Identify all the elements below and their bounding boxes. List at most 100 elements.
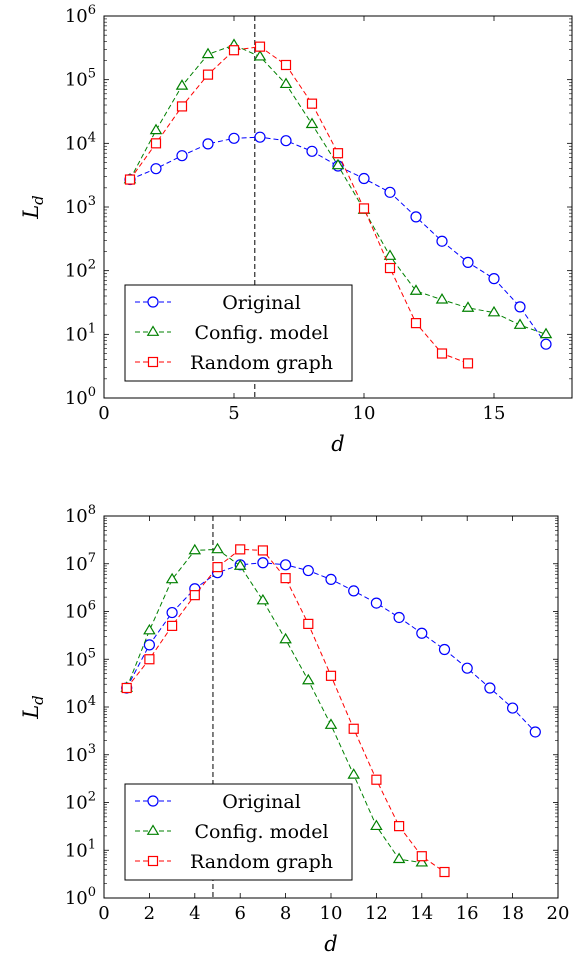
series-line: [126, 548, 445, 873]
data-point: [280, 559, 292, 571]
y-tick-label: 107: [65, 551, 96, 575]
legend-marker: [147, 855, 159, 867]
x-tick-label: 20: [547, 903, 570, 924]
data-point: [540, 338, 552, 350]
x-axis-label: d: [331, 432, 344, 456]
data-point: [150, 163, 162, 175]
data-point: [332, 148, 344, 159]
data-point: [484, 682, 496, 694]
data-point: [324, 718, 338, 729]
data-point: [394, 821, 405, 832]
series-line: [126, 562, 536, 733]
x-tick-label: 5: [228, 403, 239, 424]
data-point: [143, 639, 155, 651]
data-point: [325, 573, 337, 586]
x-tick-label: 0: [98, 903, 109, 924]
series-original: [121, 557, 541, 738]
data-point: [392, 852, 406, 864]
data-point: [228, 45, 240, 56]
data-point: [279, 77, 293, 89]
data-point: [302, 564, 314, 577]
data-point: [348, 585, 360, 597]
y-tick-label: 108: [65, 503, 96, 527]
chart-1: 0 5 10 15 100 101 102 103 104 105 106 d Ld Original Co…: [19, 3, 573, 456]
x-tick-label: 4: [189, 903, 200, 924]
data-point: [347, 768, 360, 779]
series-line: [129, 136, 547, 345]
legend: Original Config. model Random graph: [124, 284, 353, 382]
data-point: [436, 348, 448, 359]
data-point: [175, 79, 189, 90]
data-point: [410, 318, 422, 329]
data-point: [325, 670, 337, 681]
data-point: [487, 305, 501, 317]
y-axis-label: Ld: [19, 695, 47, 720]
data-point: [150, 138, 162, 149]
legend-entry: Random graph: [190, 352, 333, 374]
data-point: [188, 543, 202, 555]
data-point: [358, 203, 370, 214]
data-point: [393, 611, 405, 624]
data-point: [189, 590, 200, 601]
data-point: [280, 59, 292, 71]
x-tick-label: 8: [280, 903, 291, 924]
data-point: [461, 662, 473, 674]
data-point: [279, 632, 292, 644]
data-point: [462, 256, 474, 268]
data-point: [370, 597, 382, 609]
y-tick-label: 100: [65, 885, 96, 909]
data-point: [202, 69, 214, 80]
y-tick-label: 100: [65, 385, 96, 409]
data-point: [416, 851, 427, 862]
legend-marker: [147, 356, 159, 368]
x-tick-label: 0: [98, 403, 109, 424]
y-tick-label: 102: [65, 790, 96, 814]
data-point: [383, 249, 397, 260]
legend-marker: [146, 824, 160, 835]
data-point: [233, 559, 247, 570]
x-tick-label: 10: [353, 403, 376, 424]
data-point: [176, 150, 188, 162]
data-point: [256, 593, 270, 605]
data-point: [280, 135, 292, 147]
data-point: [506, 702, 519, 714]
data-point: [416, 627, 428, 639]
y-axis-label: Ld: [19, 195, 47, 220]
x-tick-label: 18: [501, 903, 524, 924]
series-original: [124, 131, 552, 350]
data-point: [228, 132, 240, 144]
data-point: [202, 138, 214, 150]
series-config-model: [120, 542, 429, 867]
data-point: [302, 673, 315, 685]
data-point: [410, 211, 422, 223]
data-point: [513, 318, 527, 329]
x-tick-label: 6: [234, 903, 245, 924]
data-point: [124, 174, 136, 185]
y-tick-label: 106: [65, 3, 96, 27]
data-point: [539, 327, 553, 339]
legend-entry: Config. model: [194, 821, 328, 843]
data-point: [488, 273, 500, 285]
data-point: [167, 620, 178, 631]
y-tick-label: 101: [65, 837, 96, 861]
legend-entry: Original: [222, 292, 301, 314]
y-tick-label: 105: [65, 67, 96, 91]
data-point: [211, 542, 224, 554]
data-point: [149, 123, 163, 135]
legend-entry: Original: [222, 791, 301, 813]
y-tick-label: 104: [65, 130, 96, 154]
data-point: [280, 573, 291, 584]
legend-entry: Random graph: [190, 851, 333, 873]
x-tick-label: 16: [456, 903, 479, 924]
data-point: [166, 606, 178, 619]
legend: Original Config. model Random graph: [124, 783, 353, 881]
x-tick-label: 10: [320, 903, 343, 924]
data-point: [305, 117, 319, 129]
data-point: [257, 545, 268, 556]
data-point: [384, 262, 396, 274]
data-point: [257, 557, 269, 569]
data-point: [462, 358, 474, 369]
data-point: [529, 726, 541, 738]
data-point: [176, 101, 188, 112]
